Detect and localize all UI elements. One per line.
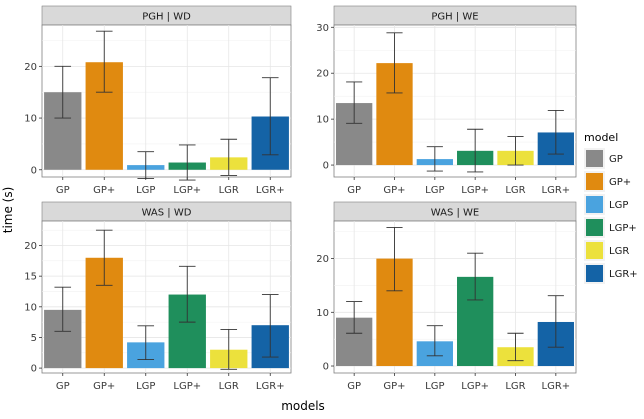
x-tick-label: LGR bbox=[505, 381, 525, 392]
error-bar-lgp bbox=[426, 325, 443, 357]
panel-title: WAS | WE bbox=[431, 208, 479, 219]
x-tick-label: LGR bbox=[219, 381, 239, 392]
error-bar-lgr-plus bbox=[261, 77, 279, 156]
panel-pgh-we: PGH | WE 0 10 20 30 GP GP+ LGP LGP+ LGR LGR+ bbox=[316, 5, 577, 196]
y-tick-label: 10 bbox=[316, 308, 329, 319]
y-tick-label: 20 bbox=[24, 62, 37, 73]
x-tick-label: LGR+ bbox=[542, 381, 571, 392]
y-tick-label: 10 bbox=[316, 115, 329, 126]
legend-swatch bbox=[586, 219, 603, 236]
error-bar-lgr bbox=[220, 138, 238, 176]
legend-swatch bbox=[586, 242, 603, 259]
error-bar-lgr-plus bbox=[547, 295, 564, 348]
x-tick-label: GP bbox=[347, 381, 361, 392]
x-tick-label: LGP+ bbox=[461, 185, 489, 196]
y-tick-label: 20 bbox=[24, 241, 37, 252]
error-bar-lgr bbox=[220, 329, 238, 370]
panel-background bbox=[41, 220, 292, 374]
error-bar-lgp-plus bbox=[467, 128, 484, 173]
y-axis-title: time (s) bbox=[1, 187, 15, 234]
panel-title: WAS | WD bbox=[142, 208, 192, 219]
error-bar-lgp-plus bbox=[178, 144, 196, 181]
error-bar-lgp-plus bbox=[467, 252, 484, 301]
x-tick-label: LGR bbox=[219, 185, 239, 196]
legend-item-lgr-plus: LGR+ bbox=[584, 263, 638, 284]
legend-swatch bbox=[586, 196, 603, 213]
x-tick-label: LGP+ bbox=[461, 381, 489, 392]
legend: model GP GP+ LGP LGP+ LGR LGR+ bbox=[584, 131, 638, 284]
panel-title: PGH | WE bbox=[431, 12, 478, 23]
x-tick-label: LGR+ bbox=[256, 185, 285, 196]
panel-was-we: WAS | WE 0 10 20 GP GP+ LGP LGP+ LGR LGR+ bbox=[316, 201, 577, 392]
legend-title: model bbox=[584, 131, 618, 144]
legend-label: LGR bbox=[609, 246, 629, 257]
y-tick-label: 30 bbox=[316, 23, 329, 34]
y-tick-label: 5 bbox=[31, 333, 37, 344]
x-tick-label: LGR+ bbox=[542, 185, 571, 196]
y-tick-label: 20 bbox=[316, 69, 329, 80]
legend-item-lgp-plus: LGP+ bbox=[584, 217, 637, 238]
panel-background bbox=[333, 220, 577, 374]
error-bar-gp bbox=[346, 301, 363, 334]
x-tick-label: LGP+ bbox=[173, 381, 201, 392]
error-bar-gp-plus bbox=[95, 229, 113, 286]
y-tick-label: 20 bbox=[316, 254, 329, 265]
error-bar-gp bbox=[54, 65, 72, 119]
error-bar-gp-plus bbox=[386, 32, 403, 94]
legend-label: LGP bbox=[609, 200, 628, 211]
error-bar-lgp bbox=[426, 146, 443, 172]
y-tick-label: 15 bbox=[24, 272, 37, 283]
error-bar-lgr bbox=[507, 136, 524, 166]
error-bar-gp-plus bbox=[95, 30, 113, 93]
y-tick-label: 0 bbox=[31, 165, 37, 176]
x-tick-label: GP+ bbox=[383, 185, 405, 196]
x-tick-label: GP bbox=[347, 185, 361, 196]
y-tick-label: 0 bbox=[31, 364, 37, 375]
x-tick-label: GP+ bbox=[93, 381, 115, 392]
legend-swatch bbox=[586, 150, 603, 167]
y-tick-label: 0 bbox=[323, 362, 329, 373]
panel-pgh-wd: PGH | WD 0 10 20 GP GP+ LGP LGP+ LGR LGR+ bbox=[24, 5, 292, 196]
y-tick-label: 10 bbox=[24, 302, 37, 313]
x-tick-label: GP bbox=[56, 185, 70, 196]
error-bar-lgr-plus bbox=[261, 294, 279, 358]
legend-item-gp: GP bbox=[584, 148, 623, 169]
error-bar-lgr-plus bbox=[547, 109, 564, 155]
error-bar-lgp bbox=[137, 325, 155, 360]
legend-item-lgp: LGP bbox=[584, 194, 628, 215]
error-bar-lgp-plus bbox=[178, 265, 196, 323]
panel-background bbox=[41, 24, 292, 178]
legend-label: LGP+ bbox=[609, 223, 637, 234]
legend-swatch bbox=[586, 265, 603, 282]
x-axis-title: models bbox=[281, 399, 325, 413]
x-tick-label: GP+ bbox=[383, 381, 405, 392]
x-tick-label: LGP bbox=[136, 381, 155, 392]
x-tick-label: GP+ bbox=[93, 185, 115, 196]
error-bar-gp bbox=[54, 286, 72, 332]
x-tick-label: LGR+ bbox=[256, 381, 285, 392]
legend-label: GP bbox=[609, 154, 623, 165]
legend-label: GP+ bbox=[609, 177, 631, 188]
x-tick-label: GP bbox=[56, 381, 70, 392]
panel-title: PGH | WD bbox=[142, 12, 191, 23]
y-tick-label: 10 bbox=[24, 114, 37, 125]
x-tick-label: LGP bbox=[425, 185, 444, 196]
panel-was-wd: WAS | WD 0 5 10 15 20 GP GP+ LGP LGP+ LGR LGR+ bbox=[24, 201, 292, 392]
legend-label: LGR+ bbox=[609, 269, 638, 280]
x-tick-label: LGR bbox=[505, 185, 525, 196]
x-tick-label: LGP+ bbox=[173, 185, 201, 196]
x-tick-label: LGP bbox=[136, 185, 155, 196]
x-tick-label: LGP bbox=[425, 381, 444, 392]
legend-item-lgr: LGR bbox=[584, 240, 629, 261]
error-bar-gp-plus bbox=[386, 226, 403, 292]
legend-swatch bbox=[586, 173, 603, 190]
error-bar-gp bbox=[346, 81, 363, 124]
legend-item-gp-plus: GP+ bbox=[584, 171, 631, 192]
y-tick-label: 0 bbox=[323, 161, 329, 172]
error-bar-lgr bbox=[507, 332, 524, 362]
